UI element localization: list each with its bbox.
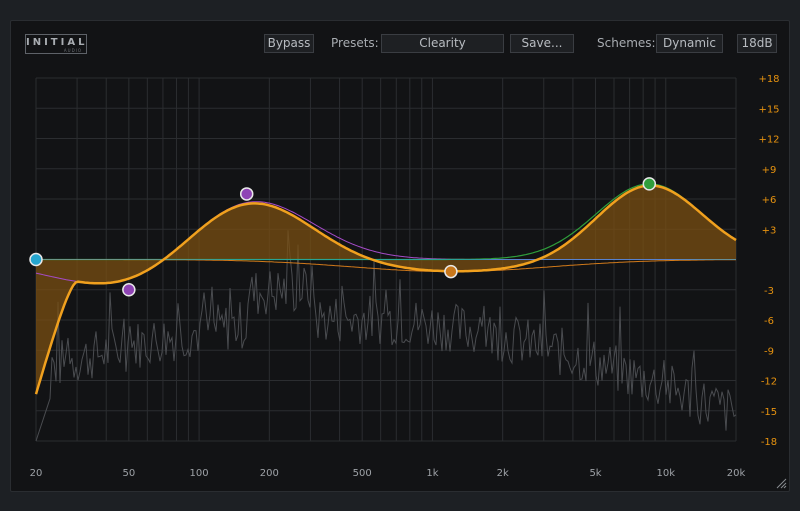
- band-nodes[interactable]: [29, 177, 657, 297]
- freq-tick-label: 20k: [727, 468, 746, 479]
- db-tick-label: -6: [764, 316, 774, 327]
- db-tick-label: +15: [758, 104, 779, 115]
- freq-tick-label: 100: [190, 468, 209, 479]
- grid-lines: [35, 77, 737, 442]
- save-button[interactable]: Save...: [510, 34, 574, 53]
- band-2-node[interactable]: [122, 283, 136, 297]
- initial-audio-logo: INITIAL AUDIO: [25, 34, 87, 54]
- db-tick-label: -15: [761, 407, 777, 418]
- logo-text: INITIAL: [26, 37, 88, 48]
- db-axis: +18 +15 +12 +9 +6 +3 -3 -6 -9 -12 -15 -18: [758, 74, 779, 448]
- db-tick-label: -9: [764, 346, 774, 357]
- band-3-node[interactable]: [239, 187, 254, 201]
- db-tick-label: +18: [758, 74, 779, 85]
- db-tick-label: -12: [761, 377, 777, 388]
- band-4-node[interactable]: [444, 264, 458, 279]
- spectrum-analyzer: [35, 230, 737, 442]
- eq-plugin-window: 20 50 100 200 500 1k 2k 5k 10k 20k +18 +15 +12 +9 +6 +…: [10, 20, 790, 492]
- band-curves: [35, 183, 737, 284]
- toolbar: INITIAL AUDIO Bypass Presets: Clearity S…: [11, 21, 789, 67]
- freq-tick-label: 2k: [497, 468, 509, 479]
- band-1-node[interactable]: [29, 252, 43, 267]
- freq-tick-label: 500: [353, 468, 372, 479]
- freq-tick-label: 5k: [589, 468, 601, 479]
- db-tick-label: +9: [762, 165, 777, 176]
- preset-selector[interactable]: Clearity: [381, 34, 504, 53]
- freq-tick-label: 200: [260, 468, 279, 479]
- resize-grip-icon[interactable]: [775, 477, 787, 489]
- eq-main-curve: [34, 184, 737, 395]
- freq-tick-label: 50: [122, 468, 135, 479]
- db-tick-label: +6: [762, 195, 777, 206]
- band-5-node[interactable]: [642, 177, 657, 191]
- frequency-axis: 20 50 100 200 500 1k 2k 5k 10k 20k: [30, 468, 746, 479]
- freq-tick-label: 1k: [426, 468, 438, 479]
- band-curve-green: [36, 183, 737, 261]
- eq-curve-fill: [36, 185, 736, 395]
- freq-tick-label: 10k: [657, 468, 676, 479]
- band-curve-violet: [35, 201, 736, 284]
- logo-subtext: AUDIO: [63, 48, 82, 53]
- schemes-label: Schemes:: [597, 36, 656, 50]
- freq-tick-label: 20: [30, 468, 43, 479]
- db-tick-label: -18: [761, 437, 777, 448]
- bypass-button[interactable]: Bypass: [264, 34, 314, 53]
- range-selector[interactable]: 18dB: [737, 34, 777, 53]
- db-tick-label: -3: [764, 286, 774, 297]
- eq-response-line: [34, 184, 737, 395]
- scheme-selector[interactable]: Dynamic: [656, 34, 723, 53]
- eq-graph[interactable]: 20 50 100 200 500 1k 2k 5k 10k 20k +18+15+12+9+6+…: [11, 21, 789, 491]
- band-curve-orange: [36, 259, 736, 273]
- db-tick-label: +12: [758, 135, 779, 146]
- db-tick-label: +3: [762, 225, 777, 236]
- presets-label: Presets:: [331, 36, 379, 50]
